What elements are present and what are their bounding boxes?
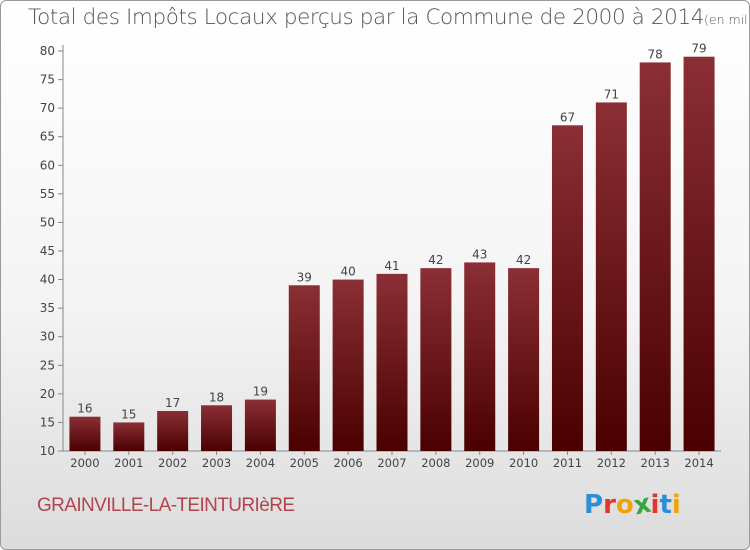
commune-name: GRAINVILLE-LA-TEINTURIèRE [37,495,295,516]
y-axis: 10 15 20 25 30 35 40 45 50 55 60 65 70 75 80 [40,44,64,458]
bar-value-label: 42 [516,253,531,267]
x-tick-label: 2007 [377,456,406,470]
bar-value-label: 19 [253,385,268,399]
bar-2010 [508,268,540,451]
bar-2000 [69,416,101,451]
bar-2006 [332,279,364,451]
x-tick-label: 2013 [641,456,670,470]
chart-title-text: Total des Impôts Locaux perçus par la Co… [28,5,704,30]
x-tick-label: 2014 [684,456,713,470]
bar-value-label: 15 [121,407,136,421]
bar-2009 [464,262,496,451]
x-tick-label: 2012 [597,456,626,470]
y-tick-label: 20 [40,387,55,401]
x-tick-label: 2010 [509,456,538,470]
x-tick-label: 2008 [421,456,450,470]
y-tick-label: 60 [40,158,55,172]
bar-2007 [376,273,408,451]
x-tick-label: 2002 [158,456,187,470]
y-tick-label: 25 [40,358,55,372]
bar-value-label: 41 [384,259,399,273]
x-axis: 2000 2001 2002 2003 2004 2005 2006 2007 2008 2009… [63,450,721,470]
bar-2001 [113,422,145,451]
y-tick-label: 70 [40,101,55,115]
y-tick-label: 50 [40,215,55,229]
y-tick-label: 65 [40,130,55,144]
chart-title: Total des Impôts Locaux perçus par la Co… [28,5,750,30]
y-tick-label: 30 [40,330,55,344]
bar-2002 [157,411,189,451]
x-tick-label: 2009 [465,456,494,470]
y-tick-label: 35 [40,301,55,315]
y-tick-label: 15 [40,415,55,429]
logo-letter: o [615,490,634,520]
bar-value-label: 39 [297,270,312,284]
x-tick-label: 2000 [70,456,99,470]
bar-2011 [551,125,583,452]
bar-2003 [201,405,233,451]
bar-value-label: 18 [209,390,224,404]
bar-value-label: 40 [340,265,355,279]
x-tick-label: 2006 [333,456,362,470]
bar-value-label: 79 [691,42,706,56]
x-tick-label: 2004 [246,456,275,470]
bar-value-label: 43 [472,247,487,261]
y-tick-label: 45 [40,244,55,258]
bar-2005 [288,285,320,451]
logo-letter: i [650,490,660,520]
logo-letter: P [584,490,604,520]
bar-value-label: 17 [165,396,180,410]
bar-2014 [683,56,715,451]
bar-value-label: 71 [604,87,619,101]
y-tick-label: 80 [40,44,55,58]
y-tick-label: 40 [40,273,55,287]
x-tick-label: 2005 [290,456,319,470]
bars: 16 15 17 18 19 39 40 41 42 43 42 67 71 78 79 [69,42,715,452]
y-tick-label: 75 [40,73,55,87]
bar-2008 [420,268,452,451]
bar-2012 [595,102,627,451]
bar-value-label: 42 [428,253,443,267]
y-tick-label: 10 [40,444,55,458]
x-tick-label: 2003 [202,456,231,470]
logo-letter: r [603,490,616,520]
bar-value-label: 16 [77,402,92,416]
bar-value-label: 67 [560,110,575,124]
proxiti-logo[interactable]: Proxiti [584,489,681,522]
logo-letter: i [671,490,681,520]
y-tick-label: 55 [40,187,55,201]
x-tick-label: 2011 [553,456,582,470]
logo-letter: t [659,490,672,520]
chart-unit-label: (en milliers d'€) [704,12,750,27]
bar-value-label: 78 [648,47,663,61]
bar-2013 [639,62,671,452]
bar-2004 [244,399,276,451]
x-tick-label: 2001 [114,456,143,470]
